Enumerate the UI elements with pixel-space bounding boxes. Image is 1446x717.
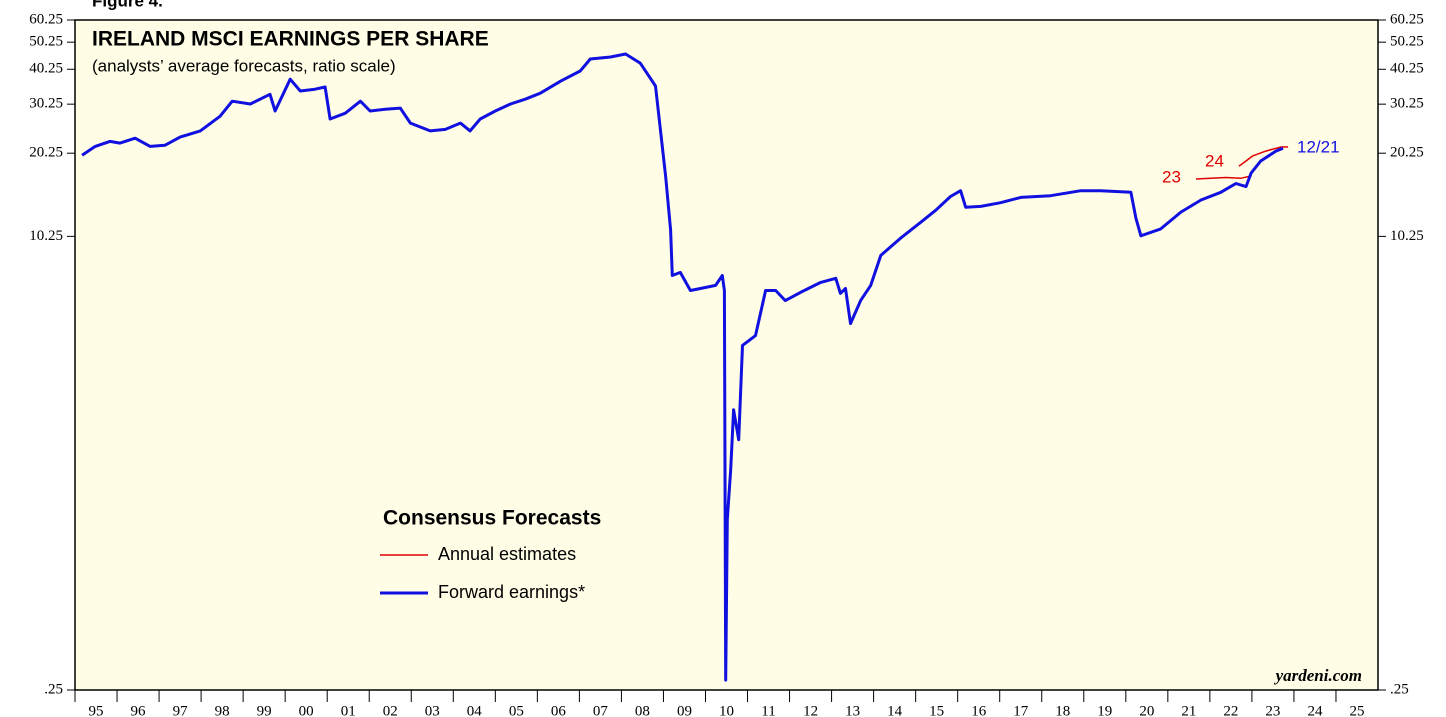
x-tick-label: 00 [299, 703, 314, 717]
legend-label: Annual estimates [438, 544, 576, 564]
y-tick-label: 40.25 [1390, 61, 1424, 77]
y-tick-label: 10.25 [29, 228, 63, 244]
y-tick-label: 50.25 [1390, 34, 1424, 50]
source: yardeni.com [1274, 666, 1362, 685]
x-tick-label: 04 [467, 703, 483, 717]
x-tick-label: 17 [1013, 703, 1029, 717]
x-tick-label: 10 [719, 703, 734, 717]
x-tick-label: 07 [593, 703, 609, 717]
series-line [81, 52, 1284, 682]
x-tick-label: 18 [1055, 703, 1070, 717]
y-tick-label: 60.25 [1390, 11, 1424, 27]
x-tick-label: 02 [383, 703, 398, 717]
x-tick-label: 01 [341, 703, 356, 717]
y-tick-label: 30.25 [29, 96, 63, 112]
y-tick-label: .25 [44, 681, 63, 697]
x-tick-label: 06 [551, 703, 567, 717]
legend-label: Forward earnings* [438, 582, 585, 602]
x-tick-label: 03 [425, 703, 440, 717]
y-tick-label: 60.25 [29, 11, 63, 27]
y-tick-label: 40.25 [29, 61, 63, 77]
x-tick-label: 22 [1223, 703, 1238, 717]
x-tick-label: 11 [761, 703, 775, 717]
x-tick-label: 99 [257, 703, 272, 717]
x-tick-label: 14 [887, 703, 903, 717]
y-tick-label: 30.25 [1390, 96, 1424, 112]
y-tick-label: 50.25 [29, 34, 63, 50]
x-tick-label: 20 [1139, 703, 1154, 717]
y-tick-label: 10.25 [1390, 228, 1424, 244]
figure-label: Figure 4. [92, 0, 163, 10]
y-tick-label: 20.25 [29, 145, 63, 161]
x-tick-label: 25 [1349, 703, 1364, 717]
chart-subtitle: (analysts’ average forecasts, ratio scal… [92, 56, 396, 75]
x-tick-label: 96 [131, 703, 147, 717]
x-tick-label: 95 [89, 703, 104, 717]
x-tick-label: 09 [677, 703, 692, 717]
x-tick-label: 12 [803, 703, 818, 717]
annotation: 24 [1205, 151, 1224, 170]
y-tick-label: .25 [1390, 681, 1409, 697]
x-tick-label: 13 [845, 703, 860, 717]
annotation: 23 [1162, 167, 1181, 186]
x-tick-label: 24 [1307, 703, 1323, 717]
x-tick-label: 97 [173, 703, 189, 717]
legend-title: Consensus Forecasts [383, 507, 601, 530]
x-tick-label: 21 [1181, 703, 1196, 717]
annotation: 12/21 [1297, 137, 1340, 156]
chart-title: IRELAND MSCI EARNINGS PER SHARE [92, 28, 489, 51]
x-tick-label: 98 [215, 703, 230, 717]
x-tick-label: 16 [971, 703, 987, 717]
x-tick-label: 08 [635, 703, 650, 717]
y-tick-label: 20.25 [1390, 145, 1424, 161]
x-tick-label: 19 [1097, 703, 1112, 717]
x-tick-label: 23 [1265, 703, 1280, 717]
x-tick-label: 15 [929, 703, 944, 717]
x-tick-label: 05 [509, 703, 524, 717]
